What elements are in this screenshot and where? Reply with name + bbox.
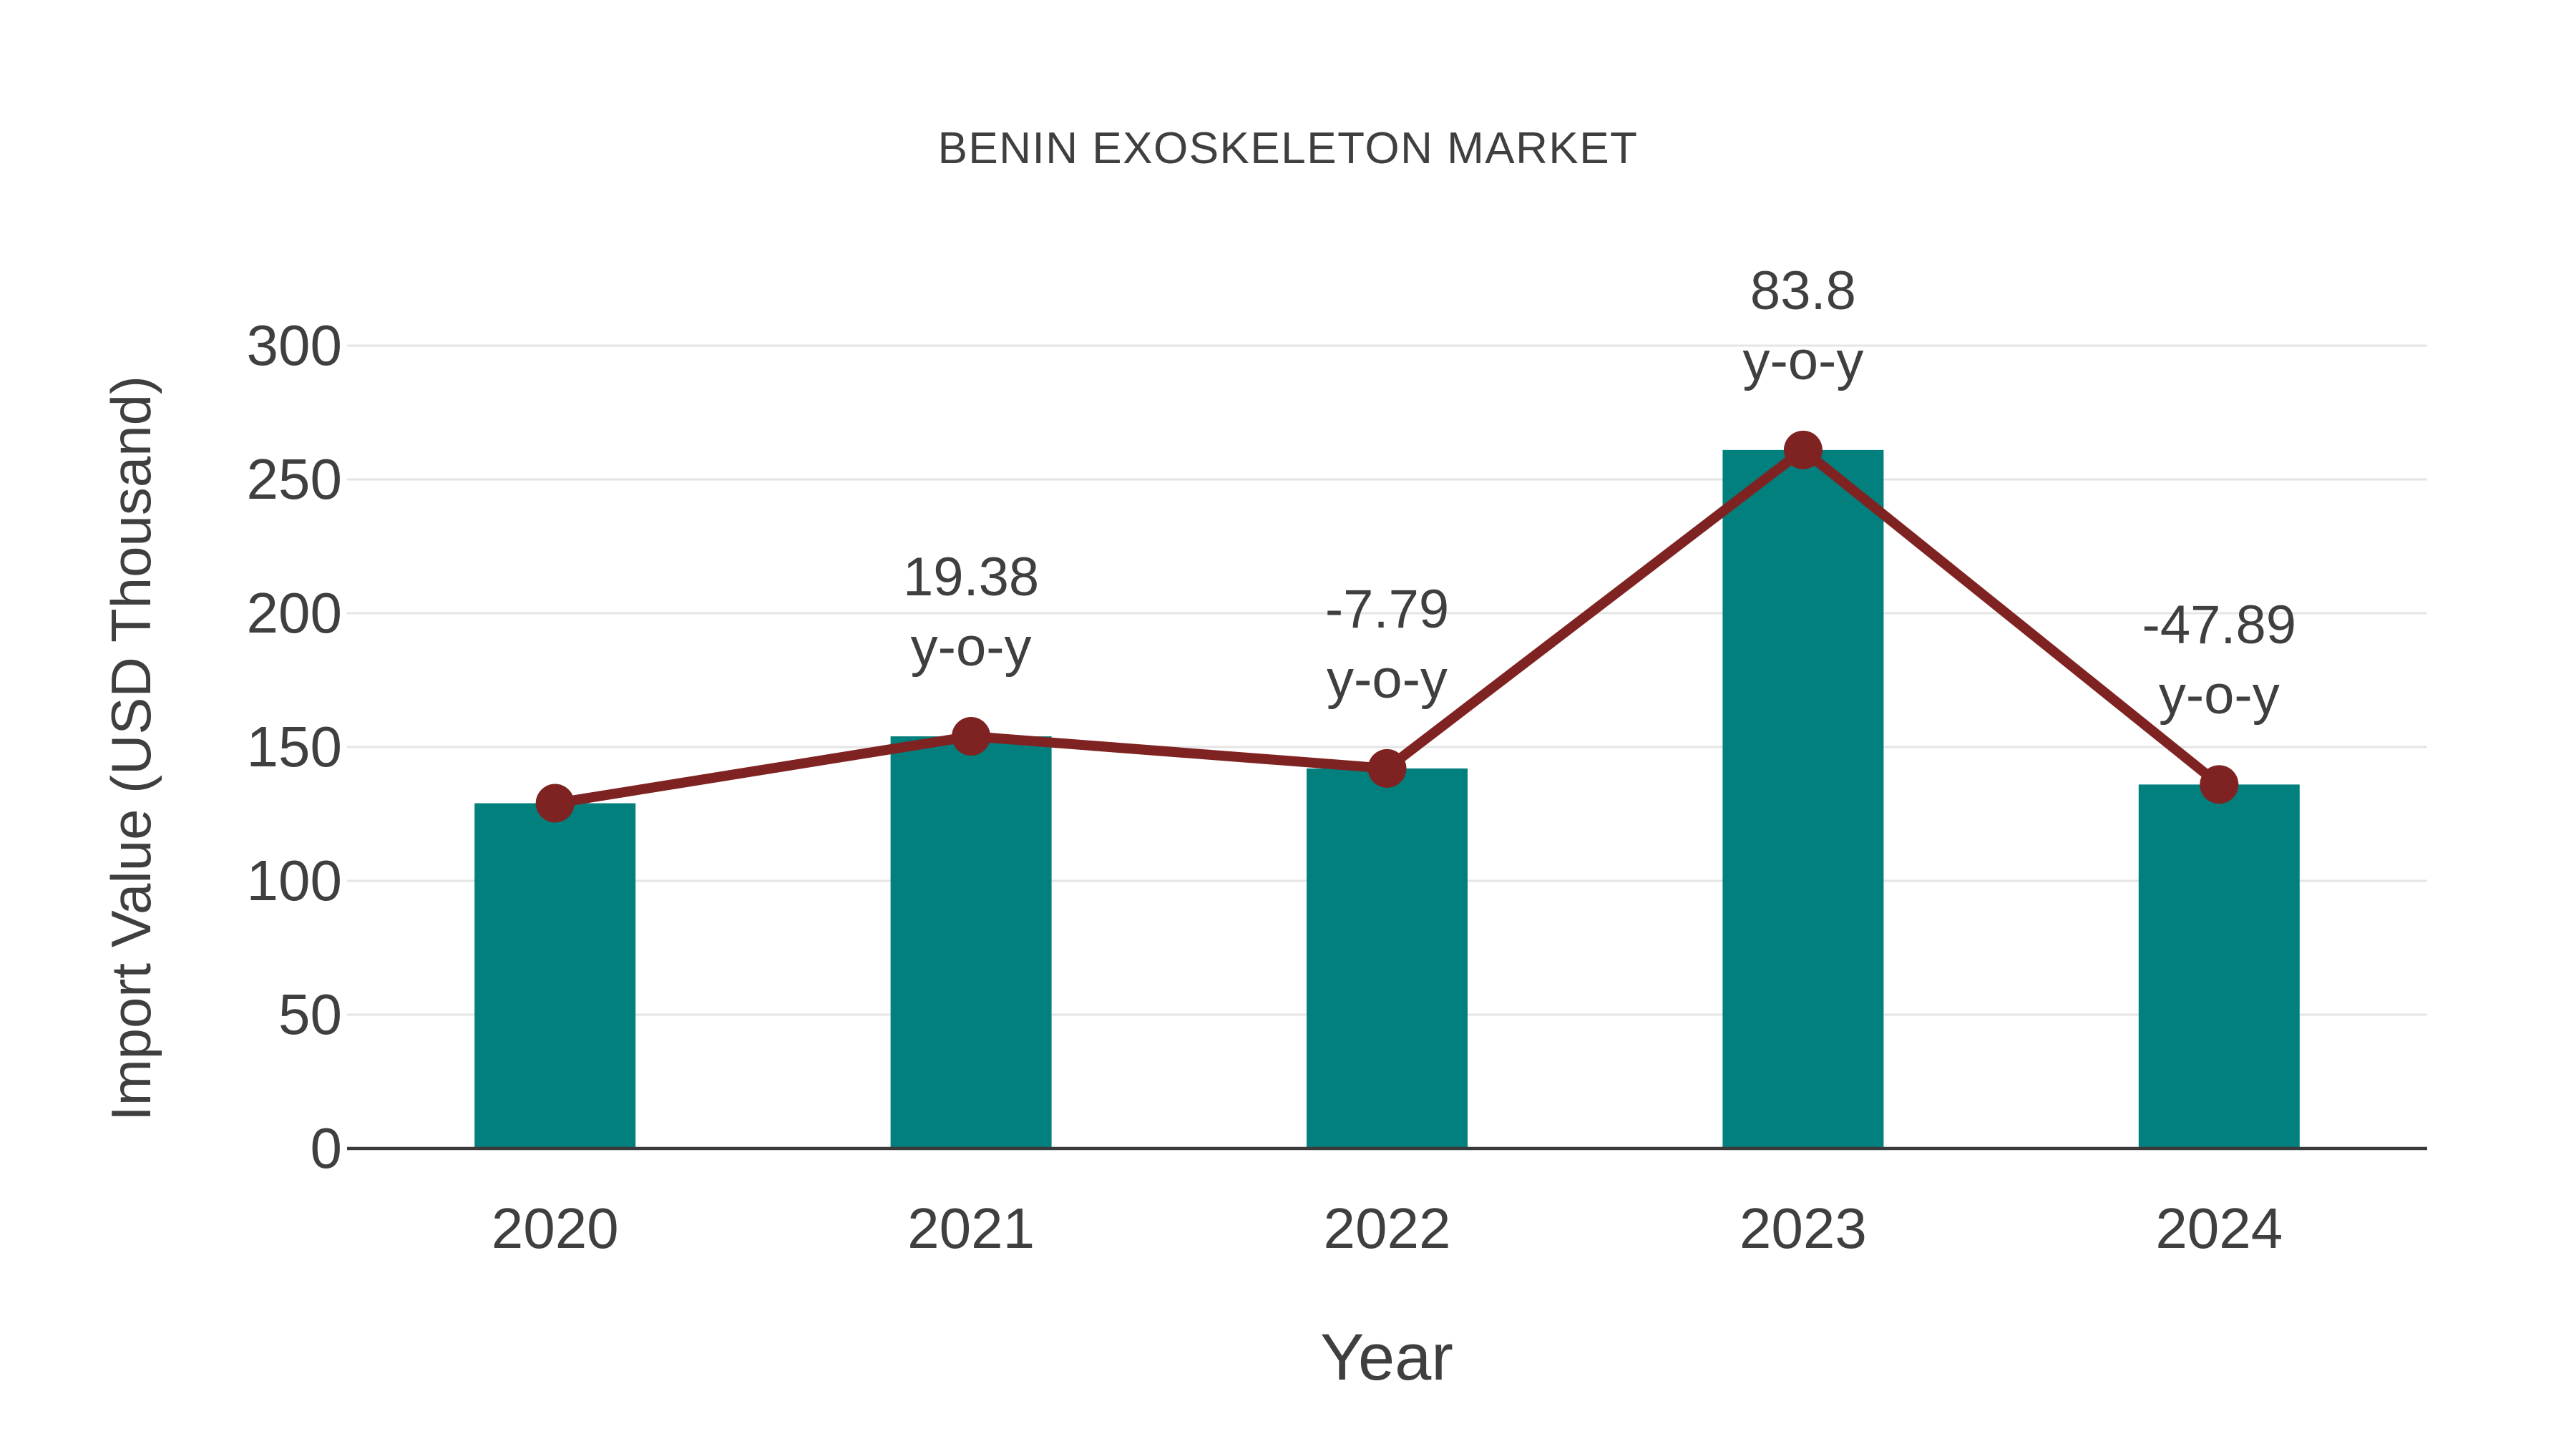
annotation-value: -7.79 bbox=[1324, 578, 1450, 640]
bar-2024 bbox=[2138, 784, 2300, 1148]
chart-title: BENIN EXOSKELETON MARKET bbox=[937, 124, 1639, 173]
bar-2022 bbox=[1307, 768, 1468, 1148]
y-tick-label-250: 250 bbox=[246, 447, 342, 511]
annotation-value: 83.8 bbox=[1750, 260, 1856, 321]
y-tick-label-0: 0 bbox=[310, 1116, 343, 1180]
annotation-value: -47.89 bbox=[2142, 595, 2297, 656]
line-marker-2023 bbox=[1783, 430, 1823, 469]
annotation-value: 19.38 bbox=[903, 547, 1040, 608]
x-axis-title: Year bbox=[1320, 1321, 1453, 1394]
bar-2023 bbox=[1722, 449, 1884, 1148]
y-tick-label-300: 300 bbox=[246, 313, 342, 377]
line-marker-2022 bbox=[1367, 748, 1407, 788]
x-tick-label-2021: 2021 bbox=[907, 1196, 1035, 1260]
y-tick-label-150: 150 bbox=[246, 715, 342, 779]
line-marker-2024 bbox=[2200, 765, 2239, 804]
bar-2020 bbox=[474, 803, 636, 1148]
annotation-2024: -47.89 y-o-y bbox=[1968, 590, 2469, 731]
line-marker-2020 bbox=[535, 784, 575, 823]
annotation-label: y-o-y bbox=[1327, 648, 1448, 710]
annotation-label: y-o-y bbox=[910, 617, 1032, 678]
x-tick-label-2022: 2022 bbox=[1323, 1196, 1451, 1260]
annotation-2023: 83.8 y-o-y bbox=[1553, 256, 2054, 396]
annotation-2021: 19.38 y-o-y bbox=[721, 542, 1221, 683]
annotation-label: y-o-y bbox=[1742, 330, 1864, 391]
y-tick-label-100: 100 bbox=[246, 849, 342, 912]
x-tick-label-2020: 2020 bbox=[491, 1196, 619, 1260]
y-tick-label-50: 50 bbox=[278, 982, 342, 1046]
x-tick-label-2024: 2024 bbox=[2155, 1196, 2283, 1260]
x-tick-label-2023: 2023 bbox=[1739, 1196, 1867, 1260]
y-tick-label-200: 200 bbox=[246, 581, 342, 645]
annotation-label: y-o-y bbox=[2158, 665, 2280, 726]
bar-2021 bbox=[890, 736, 1052, 1148]
annotation-2022: -7.79 y-o-y bbox=[1137, 575, 1638, 715]
line-marker-2021 bbox=[952, 717, 991, 756]
